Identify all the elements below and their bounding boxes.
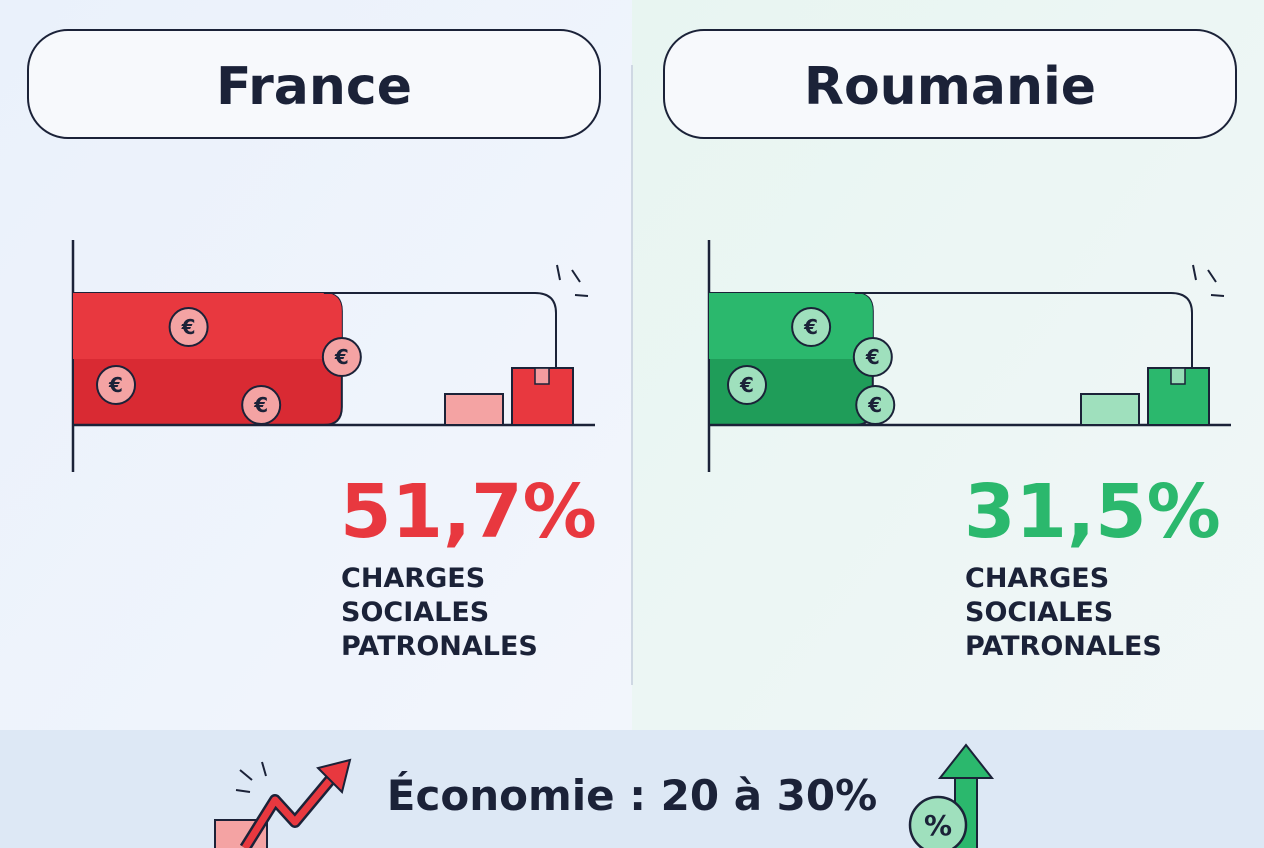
coin bbox=[791, 307, 832, 347]
panel-title: Roumanie bbox=[804, 57, 1096, 117]
box-tape bbox=[534, 367, 550, 385]
title-box bbox=[27, 29, 601, 139]
coin bbox=[168, 307, 209, 347]
panel-title: France bbox=[216, 57, 412, 117]
coin-symbol: € bbox=[739, 373, 754, 397]
label-line: PATRONALES bbox=[965, 631, 1162, 662]
coin bbox=[855, 385, 896, 425]
spark bbox=[574, 294, 589, 297]
percent-icon-symbol: % bbox=[924, 809, 952, 842]
coin bbox=[321, 337, 362, 377]
title-box bbox=[663, 29, 1237, 139]
trend-arrow-icon bbox=[214, 758, 352, 848]
bar bbox=[709, 293, 873, 359]
spark bbox=[571, 269, 581, 283]
coin-symbol: € bbox=[867, 393, 882, 417]
footer-text: Économie : 20 à 30% bbox=[387, 770, 877, 820]
coin bbox=[96, 365, 137, 405]
label-line: SOCIALES bbox=[965, 597, 1113, 628]
up-arrow-icon bbox=[908, 743, 995, 848]
label-line: CHARGES bbox=[965, 563, 1109, 594]
percentage: 51,7% bbox=[340, 469, 597, 555]
label-line: CHARGES bbox=[341, 563, 485, 594]
small-box bbox=[444, 393, 504, 426]
box-tape bbox=[1170, 367, 1186, 385]
label-line: PATRONALES bbox=[341, 631, 538, 662]
spark bbox=[1207, 269, 1217, 283]
spark bbox=[556, 264, 561, 281]
coin-symbol: € bbox=[108, 373, 123, 397]
coin-symbol: € bbox=[803, 315, 818, 339]
spark bbox=[1192, 264, 1197, 281]
coin bbox=[727, 365, 768, 405]
coin-symbol: € bbox=[865, 345, 880, 369]
coin-symbol: € bbox=[253, 393, 268, 417]
coin-symbol: € bbox=[334, 345, 349, 369]
coin bbox=[852, 337, 893, 377]
connector-line bbox=[323, 292, 557, 368]
footer-band bbox=[0, 730, 1264, 848]
label-line: SOCIALES bbox=[341, 597, 489, 628]
percentage: 31,5% bbox=[964, 469, 1221, 555]
connector-line bbox=[854, 292, 1193, 368]
spark bbox=[1210, 294, 1225, 297]
coin-symbol: € bbox=[181, 315, 196, 339]
small-box bbox=[1080, 393, 1140, 426]
coin bbox=[241, 385, 282, 425]
